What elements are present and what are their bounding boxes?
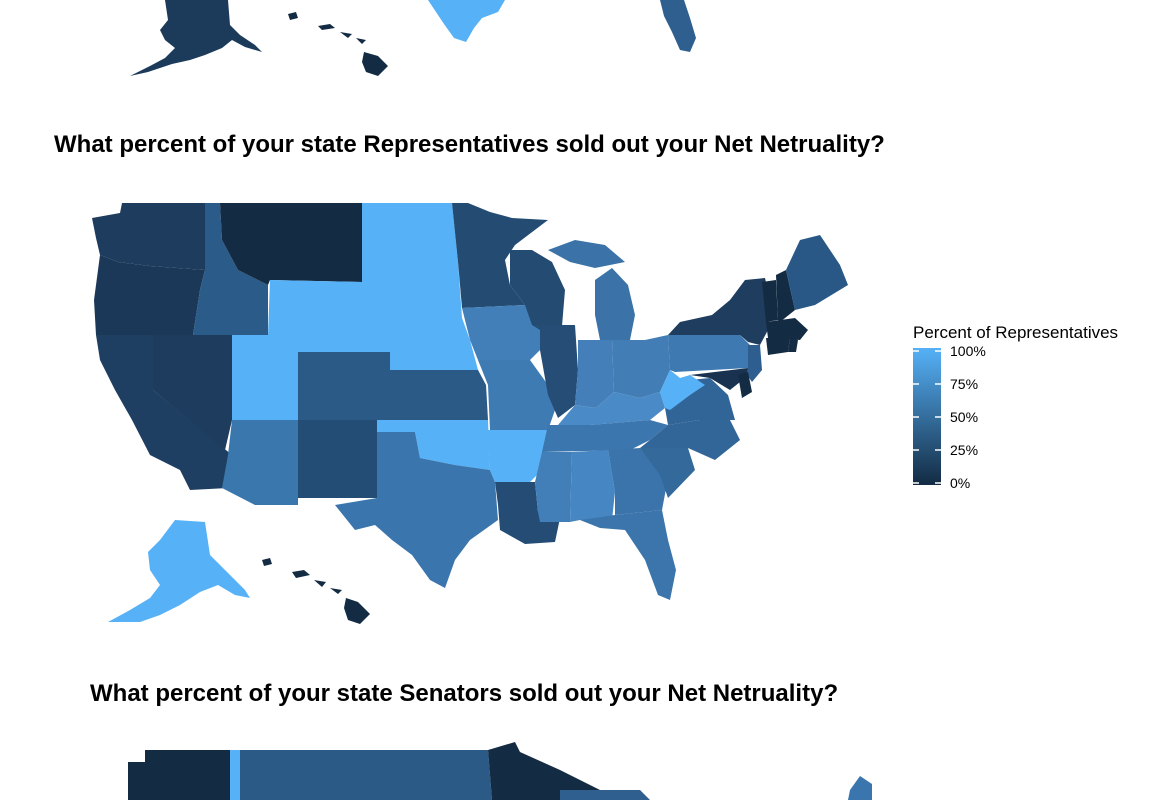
- state-CO: [298, 352, 390, 420]
- legend-label-25: 25%: [950, 442, 979, 458]
- state-WY: [268, 280, 362, 352]
- state-ME: [786, 235, 848, 310]
- state-FL-partial: [660, 0, 696, 52]
- state-OH: [612, 335, 670, 398]
- legend-label-0: 0%: [950, 475, 971, 491]
- state-NV: [153, 335, 232, 450]
- state-OK: [377, 420, 490, 470]
- legend: Percent of Representatives 100% 75% 50% …: [913, 323, 1153, 493]
- state-AZ: [222, 420, 298, 505]
- state-HI-partial: [288, 12, 388, 76]
- state-SD: [362, 262, 462, 318]
- state-TN: [542, 420, 668, 452]
- state-KS: [390, 370, 488, 420]
- state-RI: [788, 338, 798, 352]
- state-MT: [220, 203, 362, 285]
- state-SC: [640, 448, 695, 498]
- state-NJ: [745, 345, 762, 382]
- state-TX: [335, 432, 498, 588]
- sen-state-MN: [488, 742, 620, 800]
- state-WV: [660, 370, 705, 410]
- state-MO: [478, 360, 555, 430]
- state-NY: [668, 278, 770, 345]
- legend-label-100: 100%: [950, 343, 986, 359]
- state-CT: [766, 338, 790, 355]
- state-MS: [535, 452, 572, 522]
- state-OR: [94, 255, 205, 335]
- state-MD: [690, 368, 748, 390]
- state-AK-partial: [130, 0, 262, 76]
- state-CA: [96, 335, 232, 490]
- state-MA: [766, 318, 808, 340]
- state-AK: [108, 520, 250, 622]
- sen-state-ID: [230, 750, 240, 800]
- representatives-map: [92, 203, 848, 624]
- state-DE: [738, 372, 752, 398]
- state-MI-upper: [548, 240, 625, 268]
- state-NM: [298, 420, 377, 498]
- state-HI: [262, 558, 370, 624]
- state-ID: [193, 203, 268, 335]
- state-PA: [668, 335, 750, 372]
- state-WA: [92, 203, 205, 270]
- state-AR: [488, 430, 548, 482]
- state-KY: [558, 392, 665, 425]
- state-FL: [580, 510, 676, 600]
- state-VT: [762, 280, 778, 322]
- state-MI: [595, 268, 635, 340]
- sen-state-ME: [848, 776, 872, 800]
- state-ND: [362, 203, 458, 262]
- state-TX-partial: [428, 0, 505, 42]
- state-NH: [776, 270, 795, 322]
- sen-state-MT: [240, 750, 395, 800]
- sen-state-ND: [395, 750, 492, 800]
- sen-state-WA: [128, 750, 230, 800]
- legend-ticks: [913, 350, 941, 484]
- legend-label-75: 75%: [950, 376, 979, 392]
- senators-map-title: What percent of your state Senators sold…: [90, 680, 839, 707]
- state-NE: [362, 318, 478, 370]
- state-IL: [532, 325, 578, 418]
- sen-state-WI: [560, 790, 650, 800]
- representatives-map-title: What percent of your state Representativ…: [54, 131, 885, 158]
- state-LA: [495, 482, 560, 544]
- legend-label-50: 50%: [950, 409, 979, 425]
- senators-map: [128, 742, 872, 800]
- state-AL: [570, 450, 615, 522]
- state-MN: [452, 203, 548, 308]
- legend-title: Percent of Representatives: [913, 323, 1119, 342]
- state-WI: [510, 250, 565, 326]
- state-NC: [640, 420, 740, 460]
- state-UT: [232, 335, 298, 420]
- state-IN: [575, 340, 614, 408]
- state-IA: [462, 305, 540, 360]
- top-partial-map: [130, 0, 696, 76]
